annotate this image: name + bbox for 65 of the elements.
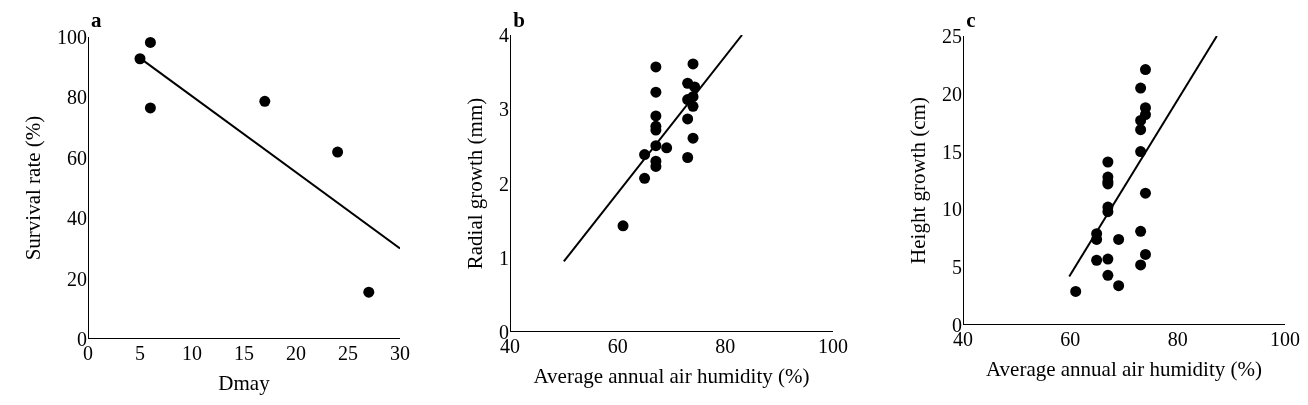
- y-tick-label: 2: [499, 172, 509, 195]
- x-tick-label: 5: [135, 342, 145, 364]
- y-tick-label: 3: [499, 98, 509, 121]
- x-tick-label: 100: [818, 335, 848, 357]
- y-tick-label: 20: [942, 82, 962, 105]
- y-tick-label: 4: [499, 24, 509, 46]
- point: [661, 142, 673, 154]
- y-tick-label: 10: [942, 198, 962, 221]
- x-tick-label: 80: [715, 335, 736, 357]
- point: [687, 132, 699, 144]
- y-axis-title: Survival rate (%): [21, 115, 46, 261]
- y-axis-title: Radial growth (mm): [463, 97, 488, 270]
- point: [682, 113, 694, 125]
- x-tick-label: 10: [182, 342, 202, 364]
- x-tick-label: 20: [286, 342, 306, 364]
- x-tick-label: 30: [390, 342, 410, 364]
- x-tick-label: 60: [1060, 328, 1081, 350]
- point: [1102, 269, 1114, 281]
- x-tick-label: 15: [234, 342, 254, 364]
- point: [650, 86, 662, 98]
- point: [1135, 259, 1147, 271]
- point: [639, 172, 651, 184]
- point: [259, 95, 271, 107]
- y-tick-label: 5: [952, 256, 962, 279]
- y-tick-label: 100: [57, 26, 87, 48]
- chart-title: a: [91, 7, 103, 32]
- point: [687, 58, 699, 70]
- point: [1070, 285, 1082, 297]
- y-tick-label: 1: [499, 246, 509, 269]
- y-tick-label: 60: [67, 146, 87, 169]
- y-tick-label: 15: [942, 140, 962, 163]
- point: [1102, 253, 1114, 265]
- x-tick-label: 80: [1167, 328, 1188, 350]
- x-tick-label: 25: [338, 342, 358, 364]
- point: [1135, 225, 1147, 237]
- point: [650, 110, 662, 122]
- chart-title: c: [966, 7, 976, 32]
- point: [1139, 248, 1151, 260]
- x-axis-title: Dmay: [218, 371, 271, 396]
- point: [332, 146, 344, 158]
- point: [1139, 187, 1151, 199]
- chart-title: b: [513, 7, 525, 32]
- point: [1135, 124, 1147, 136]
- x-tick-label: 60: [607, 335, 628, 357]
- x-axis-title: Average annual air humidity (%): [533, 364, 810, 389]
- point: [363, 286, 375, 298]
- x-tick-label: 100: [1270, 328, 1300, 350]
- point: [1113, 280, 1125, 292]
- point: [1135, 82, 1147, 94]
- point: [144, 36, 156, 48]
- point: [650, 61, 662, 73]
- point: [1102, 156, 1114, 168]
- point: [1091, 254, 1103, 266]
- y-axis-title: Height growth (cm): [906, 97, 931, 264]
- point: [144, 102, 156, 114]
- x-axis-title: Average annual air humidity (%): [985, 357, 1263, 382]
- y-tick-label: 25: [942, 25, 962, 47]
- point: [1139, 64, 1151, 76]
- point: [617, 220, 629, 232]
- y-tick-label: 20: [67, 267, 87, 290]
- point: [682, 152, 694, 164]
- point: [687, 100, 699, 112]
- y-tick-label: 80: [67, 86, 87, 109]
- y-tick-label: 40: [67, 207, 87, 230]
- point: [1113, 233, 1125, 245]
